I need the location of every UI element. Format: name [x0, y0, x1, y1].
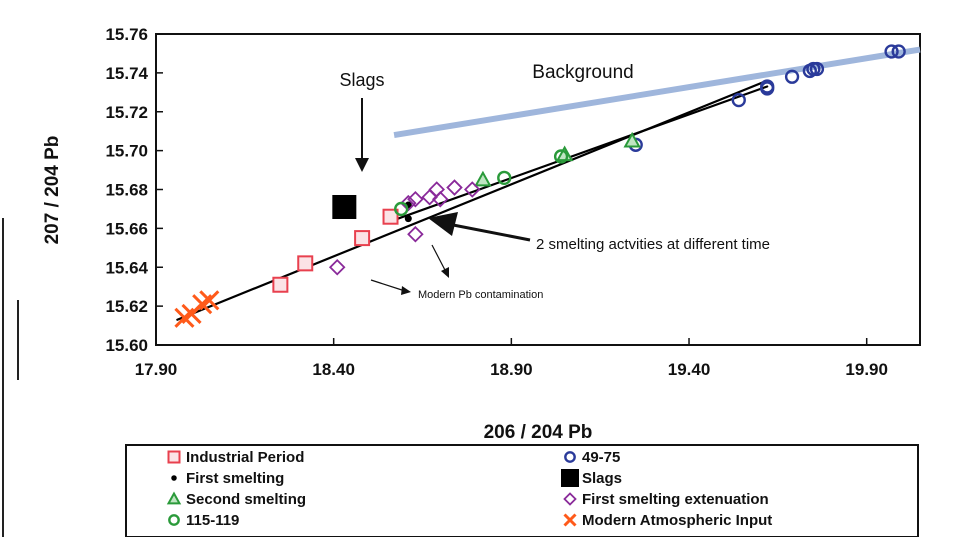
legend-marker-first-smelting	[171, 475, 177, 481]
point-first-smelting-extenuation	[421, 189, 438, 206]
y-tick-label: 15.66	[105, 219, 148, 238]
legend-box	[125, 444, 919, 537]
point-second-smelting	[555, 145, 574, 162]
y-tick-label: 15.70	[105, 142, 148, 161]
trend-lines	[176, 46, 921, 321]
point-49-75	[784, 69, 800, 84]
legend: Industrial Period 49-75 First smelting Slag…	[166, 449, 772, 529]
contamination-arrow-2-head	[441, 267, 449, 278]
y-tick-label: 15.60	[105, 336, 148, 355]
x-axis-title: 206 / 204 Pb	[484, 422, 593, 443]
point-first-smelting-extenuation	[407, 190, 424, 208]
contamination-arrow-2	[431, 244, 447, 273]
contamination-arrow-1	[370, 279, 406, 292]
point-first-smelting-extenuation	[328, 258, 346, 276]
legend-label-49-75: 49-75	[582, 449, 620, 466]
y-axis-title: 207 / 204 Pb	[42, 136, 63, 245]
background-line	[393, 46, 921, 139]
legend-label-modern-atmospheric-input: Modern Atmospheric Input	[582, 512, 772, 529]
point-49-75	[760, 79, 775, 94]
legend-marker-modern-atmospheric-input	[563, 513, 577, 527]
slags-arrow-head	[355, 158, 369, 172]
point-industrial-period	[297, 255, 314, 272]
legend-label-second-smelting: Second smelting	[186, 491, 306, 508]
legend-marker-115-119	[168, 514, 180, 526]
legend-marker-first-smelting-extenuation	[563, 492, 577, 506]
point-49-75	[809, 61, 825, 77]
point-115-119	[553, 149, 569, 164]
legend-label-slags: Slags	[582, 470, 622, 487]
point-115-119	[497, 170, 512, 185]
point-first-smelting-extenuation	[446, 179, 463, 196]
legend-marker-modern-atmospheric-input-stroke	[563, 513, 577, 527]
annotation-background: Background	[532, 62, 633, 83]
legend-marker-slags	[561, 469, 579, 487]
y-tick-label: 15.64	[105, 258, 148, 277]
y-tick-label: 15.72	[105, 103, 148, 122]
point-first-smelting	[404, 215, 412, 223]
smelting-arrow-head	[428, 212, 458, 236]
x-tick-label: 19.90	[845, 360, 888, 379]
point-49-75	[731, 92, 746, 108]
legend-marker-industrial-period	[167, 450, 181, 464]
legend-label-industrial-period: Industrial Period	[186, 449, 304, 466]
point-modern-atmospheric-input	[199, 290, 220, 311]
legend-label-first-smelting-extenuation: First smelting extenuation	[582, 491, 769, 508]
x-tick-label: 18.90	[490, 360, 533, 379]
annotation-smelting: 2 smelting actvities at different time	[536, 236, 770, 253]
regression-line	[385, 85, 769, 224]
y-tick-label: 15.76	[105, 25, 148, 44]
point-industrial-period	[382, 208, 399, 225]
x-tick-label: 18.40	[312, 360, 355, 379]
regression-line	[176, 79, 769, 321]
x-axis: 17.90 18.40 18.90 19.40 19.90	[135, 338, 888, 379]
x-tick-label: 17.90	[135, 360, 178, 379]
contamination-arrow-1-head	[401, 286, 411, 295]
legend-label-115-119: 115-119	[186, 512, 239, 529]
point-second-smelting	[623, 131, 641, 148]
y-tick-label: 15.74	[105, 64, 148, 83]
point-slags	[332, 194, 357, 219]
point-second-smelting	[474, 170, 492, 187]
data-points	[174, 44, 906, 328]
point-115-119	[394, 201, 409, 217]
legend-label-first-smelting: First smelting	[186, 470, 284, 487]
point-49-75	[891, 44, 906, 59]
annotation-slags: Slags	[339, 70, 384, 90]
y-tick-label: 15.68	[105, 181, 148, 200]
point-industrial-period	[354, 230, 371, 247]
smelting-arrow-shaft	[447, 222, 531, 242]
annotation-contamination: Modern Pb contamination	[418, 289, 543, 301]
y-tick-label: 15.62	[105, 297, 148, 316]
point-first-smelting-extenuation	[463, 181, 481, 198]
legend-marker-49-75	[564, 451, 576, 463]
y-axis: 15.60 15.62 15.64 15.66 15.68 15.70 15.72 15.74…	[105, 25, 163, 355]
point-49-75	[884, 44, 899, 59]
point-modern-atmospheric-input-stroke	[199, 290, 220, 311]
point-first-smelting-extenuation	[407, 225, 424, 243]
x-tick-label: 19.40	[668, 360, 711, 379]
point-first-smelting-extenuation	[400, 194, 417, 212]
legend-marker-second-smelting	[166, 491, 182, 505]
point-industrial-period	[272, 276, 289, 293]
